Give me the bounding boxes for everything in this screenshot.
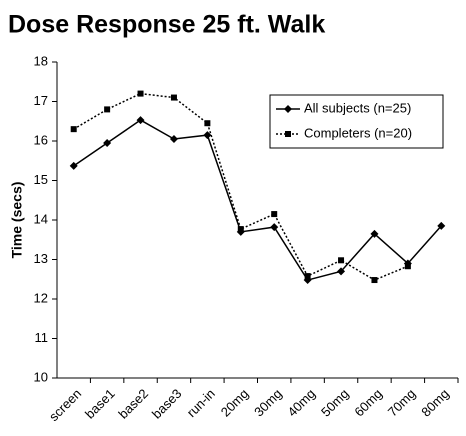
marker: [137, 90, 144, 97]
marker: [136, 116, 145, 125]
x-tick-label: 30mg: [251, 386, 285, 420]
marker: [170, 94, 177, 101]
legend-label: Completers (n=20): [304, 125, 412, 140]
x-tick-label: 60mg: [351, 386, 385, 420]
y-tick-label: 11: [35, 330, 49, 345]
marker: [370, 229, 379, 238]
marker: [204, 120, 211, 127]
series-line: [73, 119, 442, 281]
marker: [437, 221, 446, 230]
legend-marker: [285, 131, 291, 137]
marker: [270, 223, 279, 232]
marker: [103, 138, 112, 147]
marker: [404, 263, 411, 270]
x-tick-label: 20mg: [218, 386, 252, 420]
marker: [203, 131, 212, 140]
x-tick-label: base2: [115, 386, 151, 422]
marker: [70, 126, 77, 133]
y-tick-label: 10: [34, 369, 48, 384]
y-tick-label: 15: [34, 172, 48, 187]
legend-marker: [284, 105, 292, 113]
x-tick-label: base1: [82, 386, 118, 422]
legend-box: [269, 94, 444, 149]
x-tick-label: screen: [46, 386, 84, 424]
x-tick-label: 70mg: [385, 386, 419, 420]
y-tick-label: 12: [34, 290, 48, 305]
marker: [304, 273, 311, 280]
marker: [271, 211, 278, 218]
x-tick-label: 50mg: [318, 386, 352, 420]
x-tick-label: 40mg: [285, 386, 319, 420]
marker: [371, 277, 378, 284]
marker: [169, 135, 178, 144]
marker: [338, 257, 345, 264]
marker: [104, 106, 111, 113]
chart-title: Dose Response 25 ft. Walk: [8, 11, 325, 39]
marker: [69, 161, 78, 170]
y-axis-label: Time (secs): [9, 182, 25, 259]
x-tick-label: base3: [149, 386, 185, 422]
y-tick-label: 13: [34, 251, 48, 266]
marker: [337, 267, 346, 276]
y-tick-label: 17: [34, 93, 48, 108]
y-tick-label: 16: [34, 132, 48, 147]
y-tick-label: 18: [34, 53, 48, 68]
y-tick-label: 14: [34, 211, 48, 226]
x-tick-label: run-in: [184, 386, 218, 420]
x-tick-label: 80mg: [418, 386, 452, 420]
legend-label: All subjects (n=25): [304, 100, 411, 115]
marker: [237, 226, 244, 233]
